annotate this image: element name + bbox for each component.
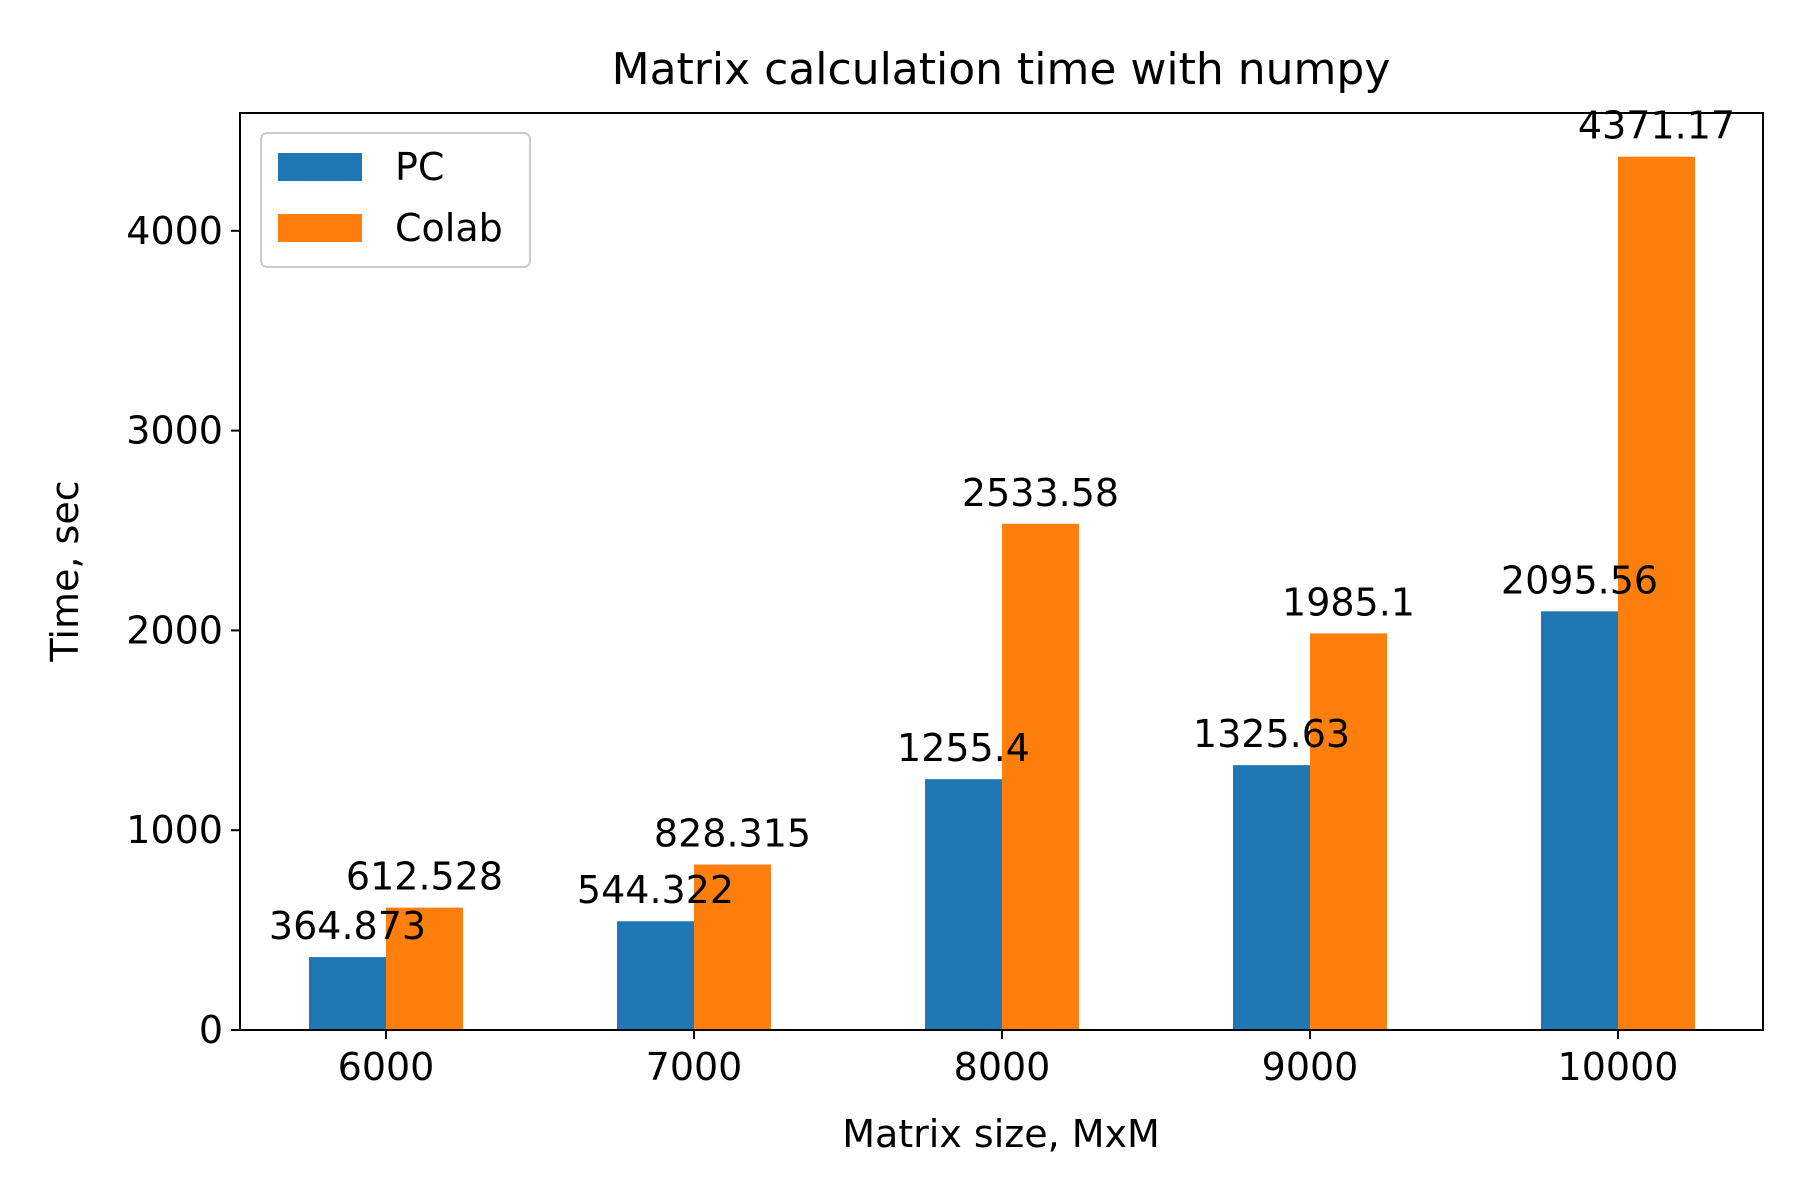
data-label-pc-8000: 1255.4 [897, 726, 1030, 770]
x-tick-label-6000: 6000 [338, 1045, 435, 1089]
bar-colab-7000 [694, 864, 771, 1030]
bar-pc-8000 [925, 779, 1002, 1030]
y-tick-label-1000: 1000 [126, 808, 223, 852]
data-label-pc-7000: 544.322 [577, 868, 734, 912]
data-label-colab-9000: 1985.1 [1282, 580, 1415, 624]
y-tick-label-0: 0 [199, 1008, 223, 1052]
data-label-pc-6000: 364.873 [269, 904, 426, 948]
bar-pc-6000 [309, 957, 386, 1030]
bar-colab-9000 [1310, 633, 1387, 1030]
bars-layer [309, 156, 1695, 1031]
plot-frame [239, 112, 1764, 1031]
x-tick-label-9000: 9000 [1262, 1045, 1359, 1089]
bar-pc-10000 [1541, 611, 1618, 1030]
x-axis-ticks: 6000 7000 8000 9000 10000 [338, 1030, 1679, 1089]
y-tick-label-3000: 3000 [126, 409, 223, 453]
data-label-colab-7000: 828.315 [654, 812, 811, 856]
data-label-colab-10000: 4371.17 [1578, 104, 1735, 148]
y-tick-label-2000: 2000 [126, 608, 223, 652]
bar-pc-7000 [617, 921, 694, 1030]
x-tick-label-10000: 10000 [1558, 1045, 1679, 1089]
y-axis-label: Time, sec [43, 480, 87, 662]
legend: PC Colab [260, 132, 531, 268]
legend-label-colab: Colab [395, 206, 503, 250]
bar-colab-8000 [1002, 523, 1079, 1030]
data-label-pc-10000: 2095.56 [1501, 558, 1658, 602]
data-label-colab-8000: 2533.58 [962, 471, 1119, 515]
y-tick-label-4000: 4000 [126, 209, 223, 253]
legend-label-pc: PC [395, 145, 444, 189]
bar-colab-6000 [386, 907, 463, 1030]
x-tick-label-8000: 8000 [954, 1045, 1051, 1089]
legend-swatch-colab [278, 214, 362, 242]
x-tick-label-7000: 7000 [646, 1045, 743, 1089]
chart-title: Matrix calculation time with numpy [612, 44, 1391, 95]
data-label-colab-6000: 612.528 [346, 855, 503, 899]
legend-swatch-pc [278, 153, 362, 181]
data-label-pc-9000: 1325.63 [1193, 712, 1350, 756]
y-axis-ticks: 0 1000 2000 3000 4000 [126, 209, 240, 1052]
data-labels: 364.873 612.528 544.322 828.315 1255.4 2533.5… [269, 104, 1735, 948]
x-axis-label: Matrix size, MxM [842, 1112, 1160, 1156]
bar-pc-9000 [1233, 765, 1310, 1030]
bar-colab-10000 [1618, 156, 1695, 1031]
